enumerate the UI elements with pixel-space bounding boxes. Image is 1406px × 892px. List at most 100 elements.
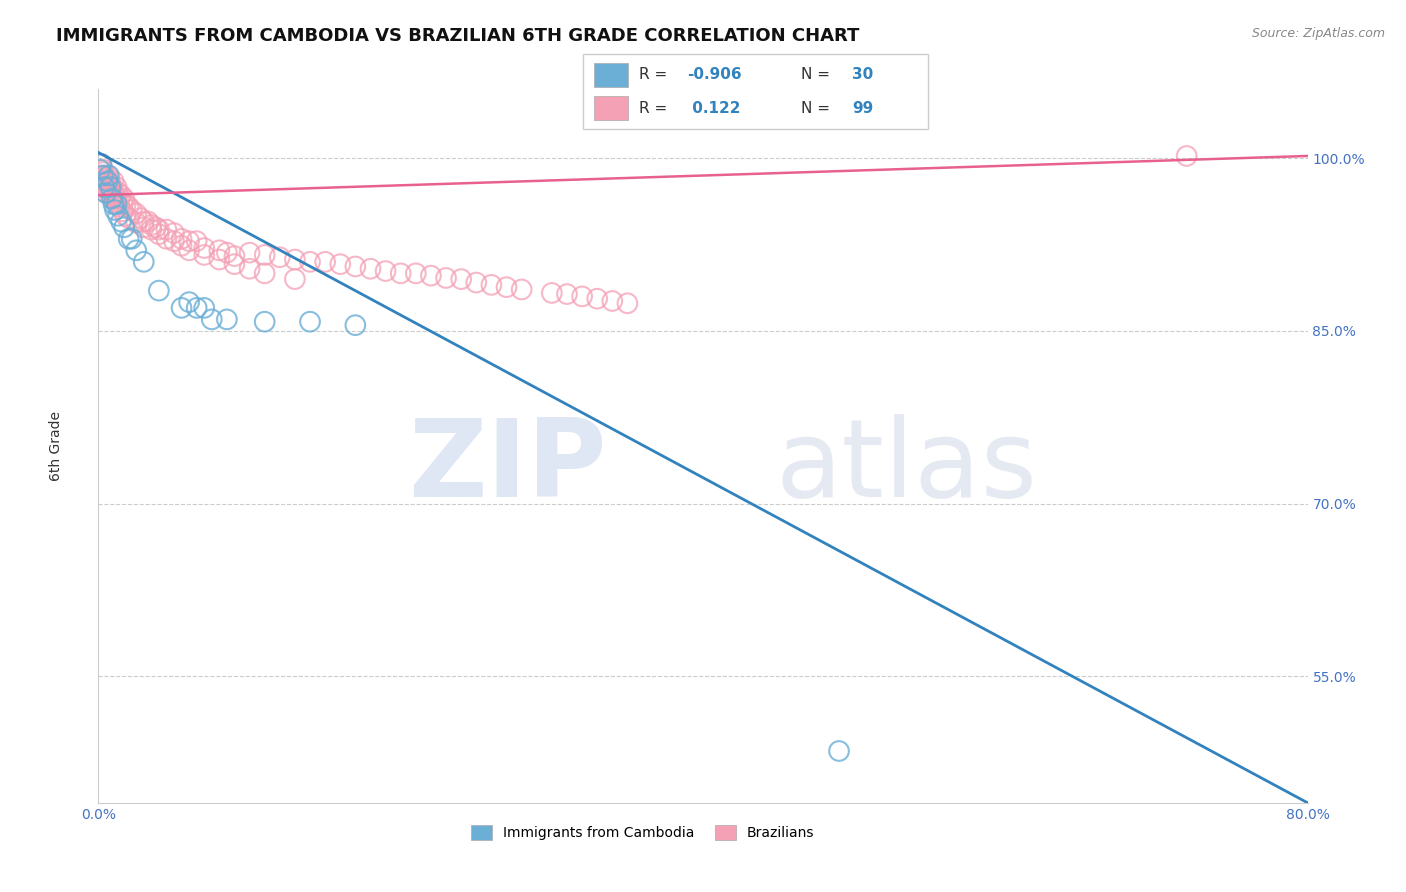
Point <box>101 192 124 206</box>
Point <box>215 312 238 326</box>
Point <box>586 292 609 306</box>
Text: N =: N = <box>800 101 834 116</box>
Point <box>121 202 143 217</box>
Point <box>96 180 118 194</box>
Point <box>405 266 427 280</box>
Point <box>239 261 262 276</box>
Legend: Immigrants from Cambodia, Brazilians: Immigrants from Cambodia, Brazilians <box>465 820 820 846</box>
Point <box>91 165 114 179</box>
Point <box>90 180 112 194</box>
Point <box>96 177 118 191</box>
Text: R =: R = <box>638 101 672 116</box>
Point <box>94 172 117 186</box>
Point <box>93 169 115 183</box>
Point <box>94 186 117 200</box>
Point <box>98 178 121 193</box>
Point <box>201 312 224 326</box>
Point <box>118 200 141 214</box>
Point <box>104 202 127 217</box>
Point <box>170 301 193 315</box>
Point <box>125 244 148 258</box>
Point <box>170 238 193 252</box>
Point <box>107 209 129 223</box>
Point <box>224 257 246 271</box>
Text: atlas: atlas <box>776 415 1038 520</box>
Point <box>112 220 135 235</box>
Point <box>105 192 128 206</box>
Point <box>602 293 624 308</box>
Point <box>89 157 111 171</box>
Point <box>163 226 186 240</box>
Point <box>193 248 215 262</box>
Point <box>110 188 132 202</box>
Point <box>253 315 276 329</box>
Point <box>96 169 118 183</box>
Point <box>96 174 118 188</box>
Point <box>110 214 132 228</box>
Point <box>239 245 262 260</box>
Point <box>101 188 124 202</box>
Point <box>100 177 122 191</box>
Point <box>571 289 593 303</box>
Point <box>141 218 163 232</box>
FancyBboxPatch shape <box>593 62 628 87</box>
Point <box>540 285 562 300</box>
Point <box>100 188 122 202</box>
Point <box>434 271 457 285</box>
Point <box>91 169 114 183</box>
Point <box>148 222 170 236</box>
Point <box>344 260 367 274</box>
Text: 99: 99 <box>852 101 873 116</box>
Point <box>103 190 125 204</box>
Text: -0.906: -0.906 <box>688 67 741 82</box>
Point <box>208 244 231 258</box>
Point <box>98 184 121 198</box>
Point <box>450 272 472 286</box>
Point <box>828 744 851 758</box>
Point <box>186 234 208 248</box>
Point <box>105 197 128 211</box>
Point <box>155 232 177 246</box>
Point <box>360 261 382 276</box>
Point <box>224 249 246 263</box>
Point <box>98 169 121 183</box>
Text: 0.122: 0.122 <box>688 101 741 116</box>
Point <box>1175 149 1198 163</box>
Point <box>90 157 112 171</box>
Point <box>253 248 276 262</box>
FancyBboxPatch shape <box>593 96 628 120</box>
Point <box>121 232 143 246</box>
Text: 30: 30 <box>852 67 873 82</box>
Point <box>314 255 336 269</box>
Point <box>193 301 215 315</box>
Point <box>616 296 638 310</box>
Point <box>208 252 231 267</box>
Text: N =: N = <box>800 67 834 82</box>
Point <box>170 232 193 246</box>
Point <box>91 174 114 188</box>
Point <box>284 272 307 286</box>
Point <box>132 214 155 228</box>
Point <box>155 222 177 236</box>
Point <box>100 180 122 194</box>
Point <box>108 192 131 206</box>
Text: ZIP: ZIP <box>408 415 606 520</box>
Point <box>125 216 148 230</box>
Point <box>114 209 136 223</box>
Point <box>269 250 291 264</box>
Point <box>179 295 201 310</box>
Point <box>481 277 503 292</box>
Point <box>193 241 215 255</box>
Point <box>103 197 125 211</box>
Point <box>510 283 533 297</box>
Point <box>93 180 115 194</box>
Point <box>101 180 124 194</box>
Point <box>253 266 276 280</box>
Point <box>93 169 115 184</box>
Point <box>420 268 443 283</box>
Point <box>215 245 238 260</box>
Point <box>111 204 134 219</box>
Point <box>98 174 121 188</box>
Point <box>118 211 141 226</box>
FancyBboxPatch shape <box>583 54 928 129</box>
